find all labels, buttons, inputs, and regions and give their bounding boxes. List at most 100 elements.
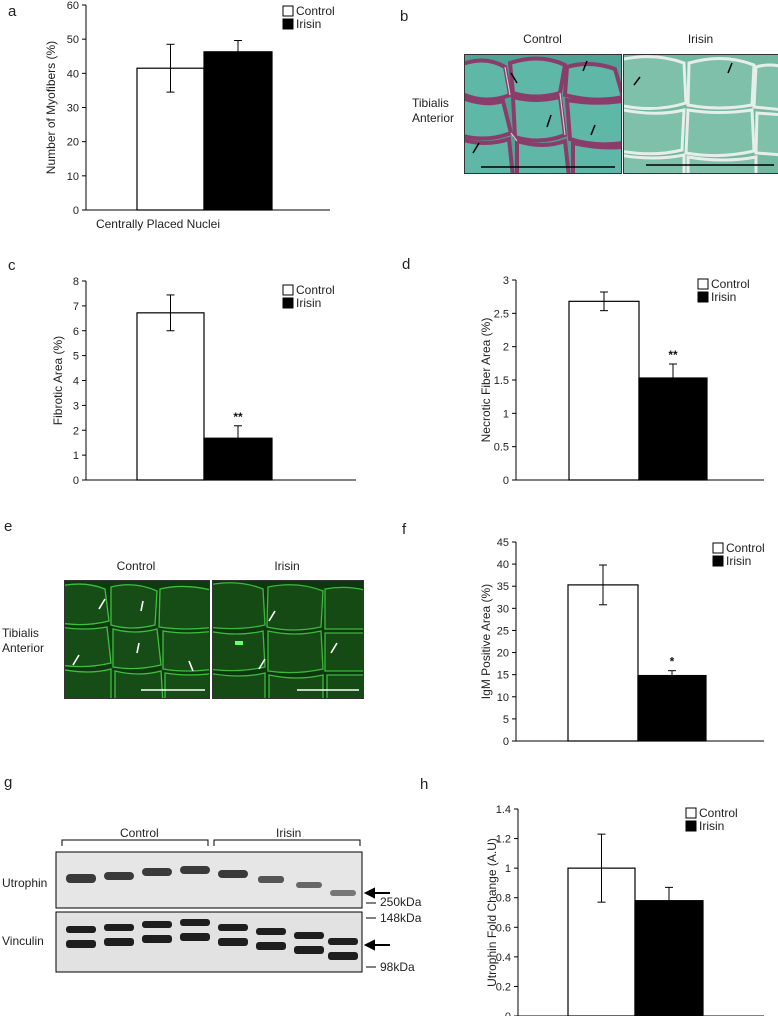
- chart-a-tick-label: 50: [67, 34, 79, 46]
- panel-label-c: c: [8, 257, 16, 274]
- chart-a-legend-label: Irisin: [296, 17, 321, 31]
- blot-marker-250: 250kDa: [380, 895, 422, 909]
- chart-c-tick-label: 2: [73, 425, 79, 437]
- chart-a-tick-label: 30: [67, 103, 79, 115]
- chart-a-x-label: Centrally Placed Nuclei: [96, 217, 220, 231]
- image-e-side-label: Tibialis Anterior: [2, 626, 45, 655]
- vinculin-band: [180, 919, 210, 926]
- chart-h-tick-label: 0: [505, 1011, 511, 1016]
- blot-marker-148: 148kDa: [380, 911, 422, 925]
- chart-c-legend-swatch: [282, 284, 294, 296]
- chart-f-tick-label: 40: [497, 559, 509, 571]
- chart-a-tick-label: 0: [73, 205, 79, 217]
- vinculin-band: [256, 942, 286, 950]
- chart-f-tick-label: 45: [497, 537, 509, 549]
- vinculin-band: [66, 926, 96, 933]
- chart-d-tick-label: 1: [503, 408, 509, 420]
- chart-d-tick-label: 0: [503, 475, 509, 487]
- panel-label-h: h: [420, 776, 429, 793]
- blot-bracket-control: [61, 839, 209, 846]
- chart-d-bar-irisin: [638, 377, 708, 481]
- chart-f-tick-label: 0: [503, 736, 509, 748]
- band-arrows: [363, 887, 390, 951]
- utrophin-band: [66, 874, 96, 883]
- chart-f-bar-control: [567, 584, 639, 742]
- image-b-title-irisin: Irisin: [687, 32, 714, 46]
- panel-label-e: e: [4, 518, 13, 535]
- chart-a-tick-label: 60: [67, 0, 79, 12]
- blot-marker-98: 98kDa: [380, 960, 415, 974]
- blot-row-vinculin: Vinculin: [2, 934, 44, 948]
- chart-h-legend-label: Irisin: [699, 819, 724, 833]
- chart-c-legend-swatch: [282, 297, 294, 309]
- chart-h-bar-irisin: [634, 900, 704, 1016]
- vinculin-band: [142, 921, 172, 928]
- utrophin-band: [330, 890, 356, 896]
- chart-c-bar-control: [136, 312, 205, 481]
- chart-h-tick-label: 0.8: [496, 893, 511, 905]
- chart-d-tick-label: 2: [503, 342, 509, 354]
- chart-d-tick-label: 1.5: [494, 375, 509, 387]
- chart-a-tick-label: 10: [67, 171, 79, 183]
- if-control-image: [64, 580, 210, 699]
- vinculin-band: [294, 932, 324, 939]
- utrophin-band: [296, 882, 322, 888]
- image-e-title-irisin: Irisin: [274, 559, 300, 573]
- chart-c-tick-label: 4: [73, 376, 79, 388]
- chart-f-legend-label: Control: [726, 541, 765, 555]
- chart-d-y-label: Necrotic Fiber Area (%): [479, 318, 493, 443]
- image-e-title-control: Control: [116, 559, 156, 573]
- chart-h-tick-label: 1.2: [496, 834, 511, 846]
- chart-f-tick-label: 5: [503, 714, 509, 726]
- vinculin-bands: [66, 919, 358, 960]
- marker-ticks: [366, 902, 376, 968]
- chart-f-tick-label: 15: [497, 670, 509, 682]
- chart-f-tick-label: 25: [497, 625, 509, 637]
- blot-bracket-irisin: [213, 839, 361, 846]
- chart-h-legend-label: Control: [699, 806, 738, 820]
- chart-h-tick-label: 1.4: [496, 804, 511, 816]
- utrophin-band: [142, 868, 172, 876]
- chart-f-legend-swatch: [712, 555, 724, 567]
- chart-f-tick-label: 30: [497, 603, 509, 615]
- chart-a-legend-label: Control: [296, 4, 335, 18]
- chart-a-y-label: Number of Myofibers (%): [44, 41, 58, 174]
- chart-f-y-label: IgM Positive Area (%): [479, 584, 493, 699]
- if-irisin-image: [212, 580, 364, 699]
- chart-a-legend-swatch: [282, 18, 294, 30]
- chart-c-tick-label: 8: [73, 276, 79, 288]
- chart-c-legend-label: Control: [296, 283, 335, 297]
- panel-label-g: g: [4, 774, 13, 791]
- panel-label-f: f: [402, 521, 407, 538]
- vinculin-band: [218, 938, 248, 946]
- chart-c-tick-label: 0: [73, 475, 79, 487]
- vinculin-band: [218, 924, 248, 931]
- chart-d-tick-label: 2.5: [494, 308, 509, 320]
- chart-f-legend-label: Irisin: [726, 554, 751, 568]
- chart-h-y-label: Utrophin Fold Change (A.U): [485, 838, 499, 987]
- chart-d-tick-label: 0.5: [494, 442, 509, 454]
- chart-f-tick-label: 10: [497, 692, 509, 704]
- chart-h-tick-label: 0.4: [496, 952, 511, 964]
- blot-group-irisin: Irisin: [276, 826, 302, 840]
- panel-label-d: d: [402, 256, 411, 273]
- chart-f-significance: *: [670, 655, 675, 669]
- vinculin-band: [294, 946, 324, 954]
- vinculin-band: [328, 938, 358, 945]
- chart-f-tick-label: 20: [497, 648, 509, 660]
- histology-control-image: [464, 54, 622, 174]
- vinculin-band: [66, 940, 96, 948]
- chart-h-tick-label: 0.6: [496, 922, 511, 934]
- vinculin-band: [328, 952, 358, 960]
- chart-c-tick-label: 3: [73, 400, 79, 412]
- blot-row-utrophin: Utrophin: [2, 876, 48, 890]
- chart-d-significance: **: [668, 348, 678, 362]
- chart-c-tick-label: 5: [73, 351, 79, 363]
- vinculin-band: [256, 928, 286, 935]
- chart-a-tick-label: 20: [67, 137, 79, 149]
- chart-h-tick-label: 0.2: [496, 981, 511, 993]
- utrophin-membrane: [55, 851, 363, 909]
- chart-f-legend-swatch: [712, 542, 724, 554]
